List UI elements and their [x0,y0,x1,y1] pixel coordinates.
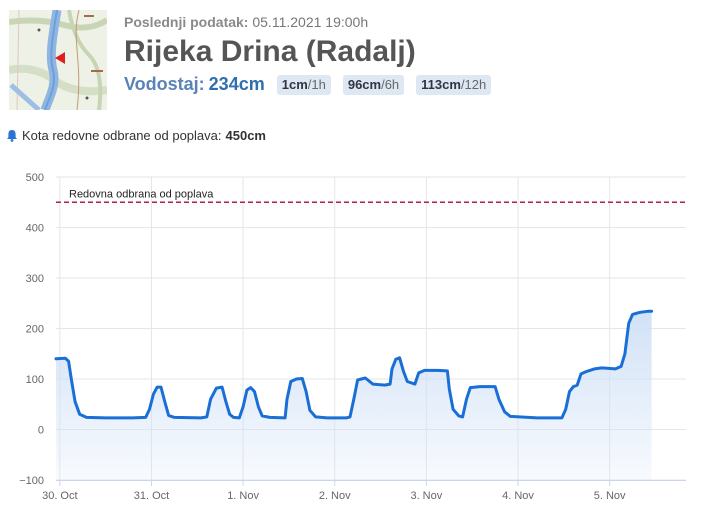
y-tick-label: 100 [26,374,44,386]
map-image [9,10,107,110]
change-badge-value: 96cm [347,76,382,92]
x-tick-label: 5. Nov [594,490,626,502]
x-tick-label: 3. Nov [410,490,442,502]
y-tick-label: 500 [26,172,44,184]
x-tick-label: 4. Nov [502,490,534,502]
flood-defense-value: 450cm [225,128,266,143]
change-badge-period: /12h [460,76,487,92]
chart-axis-layer: 500 400 300 200 100 0 −100 30. Oct 31. Oct 1. Nov… [19,172,686,502]
water-level-row: Vodostaj: 234cm 1cm/1h 96cm/6h 113cm/12h [124,74,697,95]
chart-threshold-layer: Redovna odbrana od poplava [56,188,686,203]
y-tick-label: −100 [19,475,44,487]
x-tick-label: 31. Oct [134,490,169,502]
change-badge-value: 113cm [421,76,461,92]
series-line-vodostaj [54,309,654,420]
station-header: Poslednji podatak: 05.11.2021 19:00h Rij… [124,12,697,95]
chart-line-layer [54,309,654,420]
last-data-label: Poslednji podatak: [124,14,249,30]
change-badge-value: 1cm [281,76,308,92]
water-level-label: Vodostaj: [124,74,205,94]
series-area-fill [56,311,652,480]
flood-defense-label: Kota redovne odbrane od poplava: [22,128,222,143]
change-badge-6h: 96cm/6h [342,74,405,95]
flood-threshold-label: Redovna odbrana od poplava [69,188,214,200]
water-level-value: 234cm [208,74,265,94]
last-data-value: 05.11.2021 19:00h [252,14,369,30]
y-tick-label: 400 [26,223,44,235]
change-badge-12h: 113cm/12h [416,74,492,95]
location-marker-icon [55,52,65,64]
last-data-row: Poslednji podatak: 05.11.2021 19:00h [124,12,697,32]
change-badge-period: /1h [307,76,326,92]
x-tick-label: 1. Nov [227,490,259,502]
y-tick-label: 200 [26,324,44,336]
flood-defense-info: Kota redovne odbrane od poplava: 450cm [6,128,266,143]
y-tick-label: 0 [38,425,44,437]
location-map-thumbnail [9,10,107,110]
change-badge-1h: 1cm/1h [276,74,331,95]
water-level-chart[interactable]: Redovna odbrana od poplava 500 400 300 200 1… [0,160,705,516]
x-tick-label: 2. Nov [319,490,351,502]
x-tick-label: 30. Oct [42,490,77,502]
chart-area-layer [56,311,652,480]
page-title: Rijeka Drina (Radalj) [124,35,416,68]
change-badge-period: /6h [381,76,400,92]
bell-icon [7,130,17,142]
y-tick-label: 300 [26,273,44,285]
